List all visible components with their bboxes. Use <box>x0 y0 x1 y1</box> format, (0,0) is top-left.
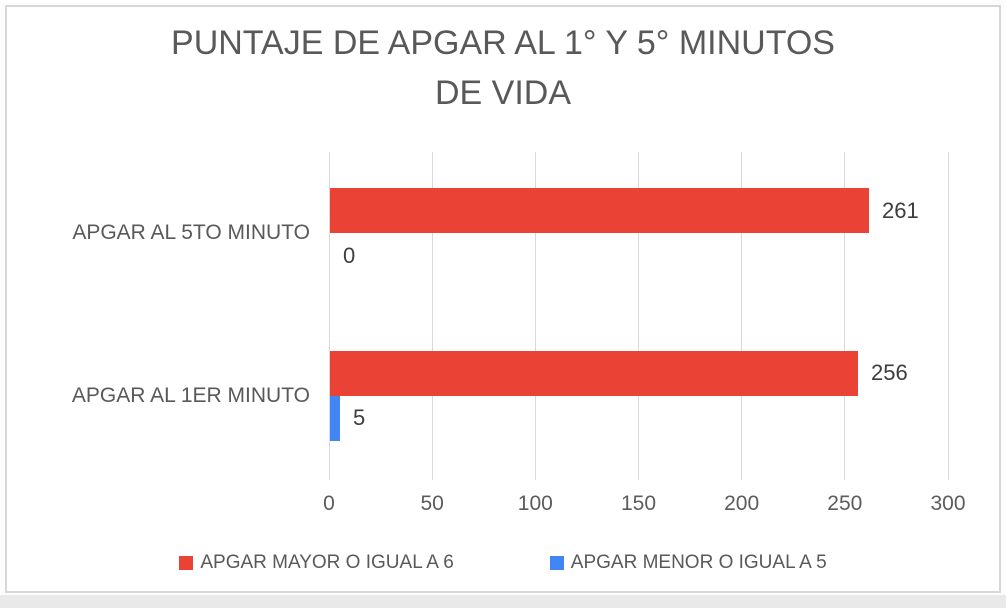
gridline <box>328 152 330 480</box>
gridline <box>844 152 846 480</box>
legend-label-mayor: APGAR MAYOR O IGUAL A 6 <box>200 552 454 573</box>
category-label: APGAR AL 1ER MINUTO <box>71 383 310 407</box>
x-tick-label: 250 <box>827 492 863 515</box>
gridline <box>534 152 536 480</box>
bar-value-label: 0 <box>343 242 356 268</box>
gridline <box>431 152 433 480</box>
bar-value-label: 261 <box>882 197 919 223</box>
chart-border <box>5 5 1001 593</box>
x-tick-label: 150 <box>620 492 657 515</box>
legend-item-mayor: APGAR MAYOR O IGUAL A 6 <box>179 552 454 574</box>
x-tick-label: 50 <box>420 492 444 515</box>
legend-item-menor: APGAR MENOR O IGUAL A 5 <box>549 552 827 574</box>
chart-title-line1: PUNTAJE DE APGAR AL 1° Y 5° MINUTOS <box>171 24 835 62</box>
legend-label-menor: APGAR MENOR O IGUAL A 5 <box>570 552 827 573</box>
chart-title: PUNTAJE DE APGAR AL 1° Y 5° MINUTOS DE V… <box>0 18 1006 118</box>
legend-swatch-blue <box>549 556 564 570</box>
x-tick-label: 100 <box>517 492 553 515</box>
legend: APGAR MAYOR O IGUAL A 6 APGAR MENOR O IG… <box>0 548 1006 578</box>
gridline <box>638 152 639 480</box>
bar <box>330 350 858 396</box>
bar-value-label: 256 <box>871 360 908 386</box>
x-tick-label: 0 <box>323 492 335 515</box>
gridline <box>741 152 743 480</box>
legend-swatch-red <box>179 556 194 570</box>
chart-title-line2: DE VIDA <box>434 74 572 112</box>
x-tick-label: 200 <box>724 492 760 515</box>
bar <box>330 395 340 441</box>
gridline <box>947 152 949 480</box>
x-tick-label: 300 <box>930 492 966 515</box>
bar-value-label: 5 <box>353 405 366 431</box>
bottom-strip <box>0 595 1006 608</box>
category-label: APGAR AL 5TO MINUTO <box>72 221 310 245</box>
bar <box>330 188 869 234</box>
